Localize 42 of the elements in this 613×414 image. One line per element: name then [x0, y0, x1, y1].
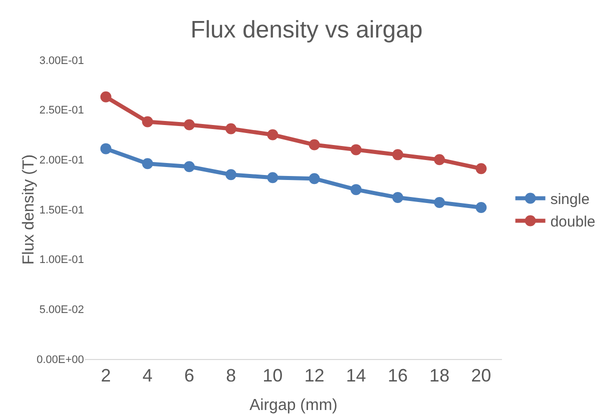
x-tick-label: 10 [262, 366, 283, 386]
point [142, 158, 154, 170]
x-tick-label: 14 [346, 366, 366, 386]
point [476, 163, 487, 174]
point [434, 154, 445, 166]
x-tick-label: 12 [304, 366, 324, 386]
x-axis-title: Airgap (mm) [249, 397, 338, 414]
x-tick-label: 16 [388, 366, 408, 386]
y-tick-label: 1.00E-01 [39, 254, 84, 266]
x-tick-label: 18 [429, 366, 450, 386]
point [267, 129, 278, 140]
y-tick-label: 1.50E-01 [39, 204, 84, 216]
point [350, 144, 362, 156]
chart-title: Flux density vs airgap [190, 16, 423, 44]
point [184, 161, 195, 172]
y-tick-label: 0.00E+00 [36, 354, 84, 366]
point [142, 116, 154, 128]
point [308, 139, 320, 150]
x-tick-label: 20 [471, 366, 492, 386]
legend-label: double [550, 214, 596, 231]
point [476, 202, 487, 214]
x-tick-label: 4 [142, 366, 153, 386]
legend-label: single [550, 191, 590, 208]
y-tick-label: 5.00E-02 [39, 304, 84, 316]
point [308, 173, 320, 184]
y-tick-label: 2.50E-01 [39, 104, 84, 117]
point [267, 172, 278, 184]
x-tick-label: 6 [184, 366, 194, 386]
point [184, 119, 195, 130]
point [434, 197, 445, 208]
point [225, 123, 236, 134]
point [100, 143, 112, 154]
y-tick-label: 2.00E-01 [39, 154, 84, 167]
y-tick-label: 3.00E-01 [39, 54, 84, 67]
x-tick-label: 8 [226, 366, 236, 386]
y-axis-title: Flux density (T) [20, 154, 38, 265]
x-tick-label: 2 [100, 366, 111, 386]
point [225, 169, 236, 180]
point [100, 91, 112, 102]
point [350, 184, 362, 196]
point [392, 192, 404, 204]
point [392, 149, 404, 160]
